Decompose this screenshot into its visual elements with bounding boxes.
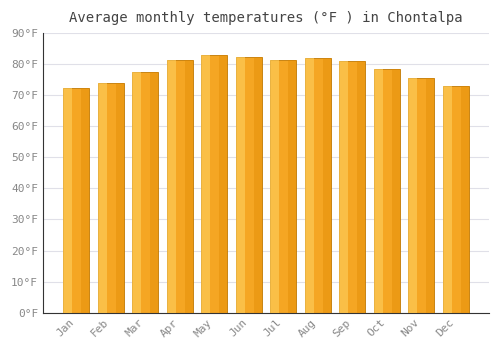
Bar: [408, 78, 418, 313]
Bar: [374, 69, 383, 313]
Bar: [220, 55, 227, 313]
Bar: [132, 72, 141, 313]
Bar: [185, 60, 192, 313]
Bar: [201, 55, 227, 313]
Bar: [63, 88, 72, 313]
Bar: [166, 60, 176, 313]
Bar: [358, 61, 365, 313]
Bar: [408, 78, 434, 313]
Bar: [374, 69, 400, 313]
Bar: [236, 56, 245, 313]
Bar: [132, 72, 158, 313]
Bar: [98, 83, 124, 313]
Bar: [116, 83, 124, 313]
Bar: [339, 61, 348, 313]
Bar: [236, 56, 262, 313]
Bar: [63, 88, 89, 313]
Bar: [166, 60, 192, 313]
Bar: [339, 61, 365, 313]
Bar: [392, 69, 400, 313]
Bar: [270, 60, 296, 313]
Bar: [254, 56, 262, 313]
Bar: [98, 83, 107, 313]
Bar: [323, 58, 330, 313]
Bar: [442, 86, 452, 313]
Bar: [304, 58, 330, 313]
Bar: [461, 86, 468, 313]
Bar: [201, 55, 210, 313]
Title: Average monthly temperatures (°F ) in Chontalpa: Average monthly temperatures (°F ) in Ch…: [69, 11, 462, 25]
Bar: [304, 58, 314, 313]
Bar: [288, 60, 296, 313]
Bar: [442, 86, 468, 313]
Bar: [150, 72, 158, 313]
Bar: [270, 60, 280, 313]
Bar: [426, 78, 434, 313]
Bar: [82, 88, 89, 313]
